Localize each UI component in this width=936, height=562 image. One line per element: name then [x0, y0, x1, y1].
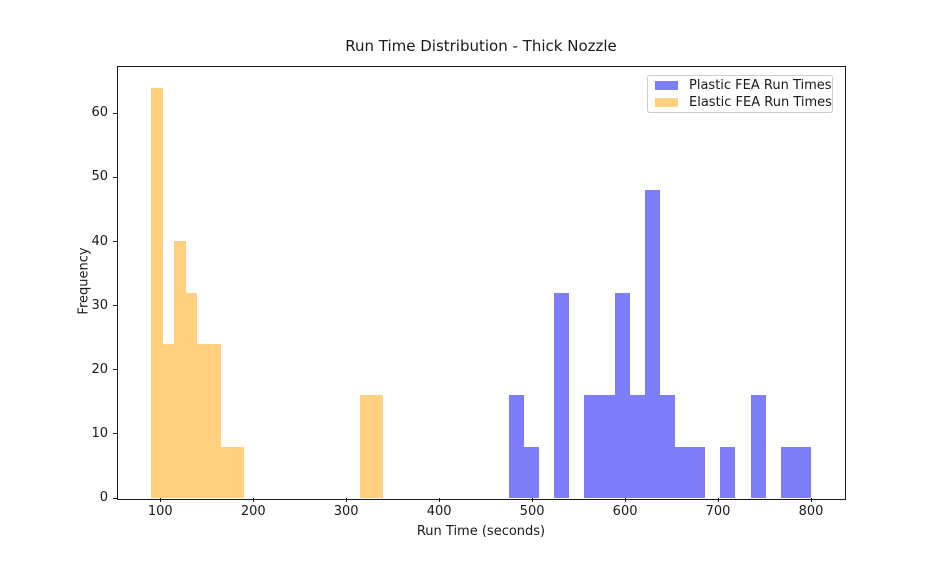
histogram-bar	[523, 446, 540, 498]
histogram-bar	[599, 395, 615, 498]
legend: Plastic FEA Run Times Elastic FEA Run Ti…	[647, 75, 833, 113]
legend-swatch-plastic	[655, 81, 678, 90]
x-tick-label: 400	[426, 504, 452, 519]
x-tick-label: 300	[333, 504, 359, 519]
x-tick	[531, 498, 533, 502]
x-tick	[810, 498, 812, 502]
x-tick	[438, 498, 440, 502]
histogram-bar	[720, 446, 736, 498]
x-tick-label: 500	[519, 504, 545, 519]
histogram-bar	[644, 190, 660, 498]
y-tick	[113, 433, 117, 435]
y-tick	[113, 369, 117, 371]
x-tick	[624, 498, 626, 502]
y-tick-label: 40	[91, 233, 108, 249]
legend-label: Elastic FEA Run Times	[689, 95, 832, 110]
x-tick	[717, 498, 719, 502]
histogram-bar	[659, 395, 676, 498]
x-tick	[159, 498, 161, 502]
histogram-bar	[360, 395, 372, 498]
x-tick-label: 100	[147, 504, 173, 519]
y-tick-label: 10	[91, 425, 108, 441]
histogram-bar	[162, 344, 175, 498]
histogram-bar	[614, 292, 630, 498]
plot-area	[118, 67, 844, 498]
x-tick	[252, 498, 254, 502]
x-tick	[345, 498, 347, 502]
histogram-bar	[508, 395, 524, 498]
chart-title: Run Time Distribution - Thick Nozzle	[345, 37, 617, 55]
histogram-bar	[780, 446, 796, 498]
histogram-bar	[371, 395, 384, 498]
y-tick	[113, 176, 117, 178]
x-tick-label: 700	[705, 504, 731, 519]
histogram-bar	[629, 395, 645, 498]
y-tick-label: 20	[91, 361, 108, 377]
y-tick-label: 30	[91, 297, 108, 313]
histogram-bar	[174, 241, 186, 498]
histogram-bar	[197, 344, 210, 498]
x-axis-label: Run Time (seconds)	[416, 524, 546, 539]
histogram-bar	[185, 292, 198, 498]
histogram-bar	[584, 395, 600, 498]
histogram-bar	[690, 446, 706, 498]
x-tick-label: 800	[798, 504, 824, 519]
y-tick	[113, 112, 117, 114]
histogram-bar	[795, 446, 811, 498]
legend-swatch-elastic	[655, 98, 678, 107]
y-tick	[113, 305, 117, 307]
histogram-bar	[554, 292, 570, 498]
histogram-bar	[750, 395, 766, 498]
legend-item: Elastic FEA Run Times	[655, 95, 832, 110]
y-tick-label: 0	[99, 490, 108, 505]
x-tick-label: 200	[240, 504, 266, 519]
y-tick-label: 50	[91, 169, 108, 185]
histogram-bar	[151, 87, 163, 498]
legend-item: Plastic FEA Run Times	[655, 78, 832, 93]
histogram-bar	[232, 446, 244, 498]
y-tick	[113, 497, 117, 499]
legend-label: Plastic FEA Run Times	[689, 78, 832, 93]
x-tick-label: 600	[612, 504, 638, 519]
y-tick-label: 60	[91, 105, 108, 121]
y-tick	[113, 241, 117, 242]
histogram-bar	[209, 344, 221, 498]
histogram-bar	[675, 446, 691, 498]
histogram-bar	[220, 446, 233, 498]
